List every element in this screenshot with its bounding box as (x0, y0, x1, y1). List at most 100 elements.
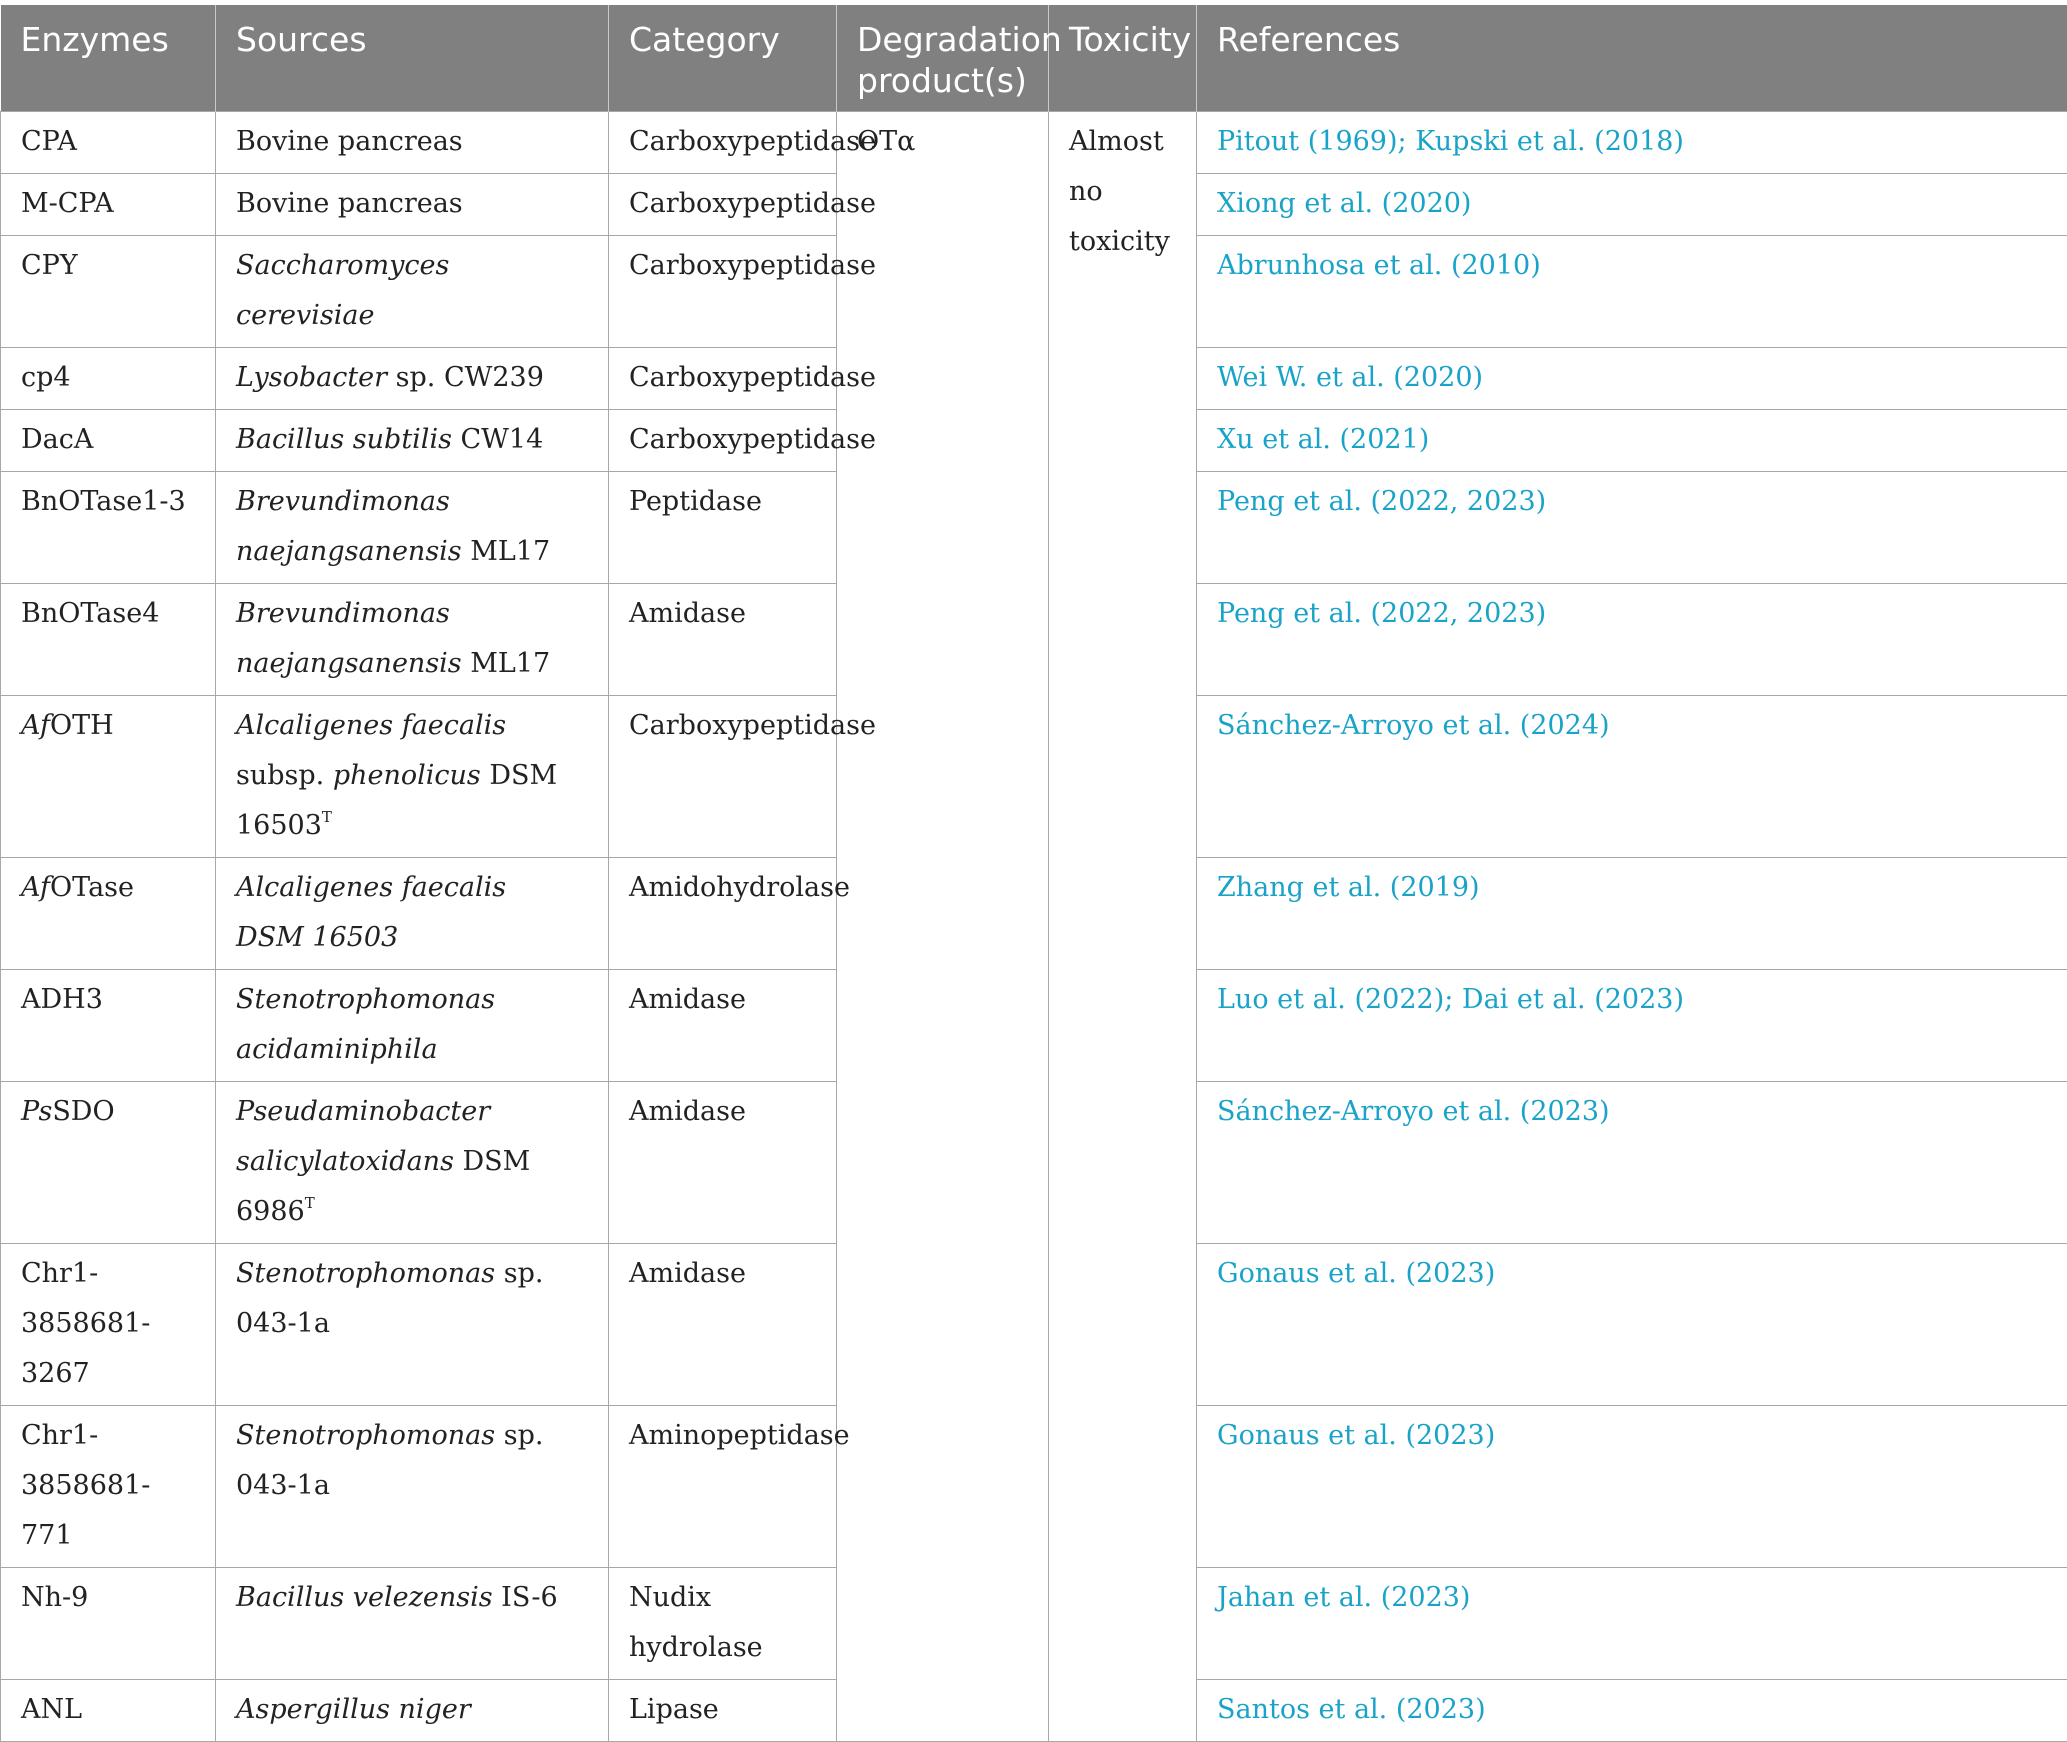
cell-source: Stenotrophomonas sp. 043-1a (216, 1244, 609, 1406)
header-degradation-products: Degradation product(s) (837, 5, 1049, 112)
cell-source: Brevundimonas naejangsanensis ML17 (216, 584, 609, 696)
source-organism: Bacillus velezensis (236, 1582, 493, 1613)
header-sources: Sources (216, 5, 609, 112)
cell-enzyme: Chr1-3858681-771 (1, 1406, 216, 1568)
enzyme-suffix: OTH (50, 710, 114, 741)
cell-category: Amidase (609, 1244, 837, 1406)
cell-enzyme: ANL (1, 1680, 216, 1742)
header-row: Enzymes Sources Category Degradation pro… (1, 5, 2067, 112)
source-organism: Alcaligenes faecalis DSM 16503 (236, 872, 506, 953)
source-subspecies: phenolicus (333, 760, 481, 791)
cell-references-link[interactable]: Santos et al. (2023) (1197, 1680, 2067, 1742)
cell-source: Lysobacter sp. CW239 (216, 348, 609, 410)
source-organism: Stenotrophomonas (236, 1420, 495, 1451)
source-organism: Stenotrophomonas acidaminiphila (236, 984, 495, 1065)
cell-source: Alcaligenes faecalis DSM 16503 (216, 858, 609, 970)
header-category: Category (609, 5, 837, 112)
source-strain: ML17 (462, 648, 551, 679)
cell-category: Peptidase (609, 472, 837, 584)
cell-enzyme: DacA (1, 410, 216, 472)
cell-references-link[interactable]: Abrunhosa et al. (2010) (1197, 236, 2067, 348)
cell-toxicity: Almost no toxicity (1049, 112, 1197, 1742)
source-strain: ML17 (462, 536, 551, 567)
cell-source: Aspergillus niger (216, 1680, 609, 1742)
source-type-strain-mark: T (305, 1194, 315, 1212)
enzyme-italic-prefix: Af (21, 872, 50, 903)
cell-source: Stenotrophomonas acidaminiphila (216, 970, 609, 1082)
cell-category: Lipase (609, 1680, 837, 1742)
cell-enzyme: BnOTase4 (1, 584, 216, 696)
cell-category: Carboxypeptidase (609, 112, 837, 174)
source-strain: CW14 (452, 424, 543, 455)
cell-references-link[interactable]: Zhang et al. (2019) (1197, 858, 2067, 970)
cell-enzyme: AfOTH (1, 696, 216, 858)
source-qualifier: subsp. (236, 760, 333, 791)
cell-references-link[interactable]: Gonaus et al. (2023) (1197, 1406, 2067, 1568)
source-organism: Alcaligenes faecalis (236, 710, 506, 741)
cell-references-link[interactable]: Xu et al. (2021) (1197, 410, 2067, 472)
cell-degradation-product: OTα (837, 112, 1049, 1742)
source-organism: Aspergillus niger (236, 1694, 471, 1725)
header-toxicity: Toxicity (1049, 5, 1197, 112)
cell-source: Pseudaminobacter salicylatoxidans DSM 69… (216, 1082, 609, 1244)
cell-references-link[interactable]: Jahan et al. (2023) (1197, 1568, 2067, 1680)
cell-references-link[interactable]: Xiong et al. (2020) (1197, 174, 2067, 236)
header-enzymes: Enzymes (1, 5, 216, 112)
cell-category: Carboxypeptidase (609, 348, 837, 410)
cell-enzyme: CPY (1, 236, 216, 348)
cell-source: Brevundimonas naejangsanensis ML17 (216, 472, 609, 584)
source-strain: IS-6 (493, 1582, 558, 1613)
source-organism: Brevundimonas naejangsanensis (236, 598, 462, 679)
cell-category: Nudix hydrolase (609, 1568, 837, 1680)
cell-references-link[interactable]: Sánchez-Arroyo et al. (2023) (1197, 1082, 2067, 1244)
cell-enzyme: BnOTase1-3 (1, 472, 216, 584)
cell-category: Carboxypeptidase (609, 174, 837, 236)
enzyme-italic-prefix: Ps (21, 1096, 52, 1127)
enzyme-italic-prefix: Af (21, 710, 50, 741)
cell-references-link[interactable]: Gonaus et al. (2023) (1197, 1244, 2067, 1406)
cell-references-link[interactable]: Sánchez-Arroyo et al. (2024) (1197, 696, 2067, 858)
cell-references-link[interactable]: Luo et al. (2022); Dai et al. (2023) (1197, 970, 2067, 1082)
cell-enzyme: M-CPA (1, 174, 216, 236)
cell-references-link[interactable]: Wei W. et al. (2020) (1197, 348, 2067, 410)
cell-category: Carboxypeptidase (609, 410, 837, 472)
cell-category: Amidase (609, 970, 837, 1082)
source-organism: Saccharomyces cerevisiae (236, 250, 449, 331)
source-organism: Bacillus subtilis (236, 424, 452, 455)
cell-category: Carboxypeptidase (609, 236, 837, 348)
cell-source: Bovine pancreas (216, 174, 609, 236)
cell-source: Bacillus velezensis IS-6 (216, 1568, 609, 1680)
header-references: References (1197, 5, 2067, 112)
cell-category: Amidohydrolase (609, 858, 837, 970)
source-organism: Lysobacter (236, 362, 387, 393)
cell-category: Amidase (609, 1082, 837, 1244)
cell-references-link[interactable]: Peng et al. (2022, 2023) (1197, 584, 2067, 696)
cell-source: Bovine pancreas (216, 112, 609, 174)
cell-category: Aminopeptidase (609, 1406, 837, 1568)
cell-enzyme: ADH3 (1, 970, 216, 1082)
cell-enzyme: cp4 (1, 348, 216, 410)
enzyme-suffix: OTase (50, 872, 134, 903)
cell-enzyme: CPA (1, 112, 216, 174)
cell-category: Carboxypeptidase (609, 696, 837, 858)
cell-category: Amidase (609, 584, 837, 696)
cell-references-link[interactable]: Peng et al. (2022, 2023) (1197, 472, 2067, 584)
cell-source: Stenotrophomonas sp. 043-1a (216, 1406, 609, 1568)
source-organism: Pseudaminobacter salicylatoxidans (236, 1096, 490, 1177)
cell-source: Saccharomyces cerevisiae (216, 236, 609, 348)
source-organism: Brevundimonas naejangsanensis (236, 486, 462, 567)
source-strain: sp. CW239 (387, 362, 544, 393)
enzyme-suffix: SDO (52, 1096, 114, 1127)
cell-references-link[interactable]: Pitout (1969); Kupski et al. (2018) (1197, 112, 2067, 174)
cell-source: Bacillus subtilis CW14 (216, 410, 609, 472)
source-organism: Stenotrophomonas (236, 1258, 495, 1289)
cell-enzyme: AfOTase (1, 858, 216, 970)
cell-enzyme: Chr1-3858681-3267 (1, 1244, 216, 1406)
cell-source: Alcaligenes faecalis subsp. phenolicus D… (216, 696, 609, 858)
source-type-strain-mark: T (322, 808, 332, 826)
cell-enzyme: PsSDO (1, 1082, 216, 1244)
cell-enzyme: Nh-9 (1, 1568, 216, 1680)
enzymes-table: Enzymes Sources Category Degradation pro… (0, 5, 2067, 1742)
